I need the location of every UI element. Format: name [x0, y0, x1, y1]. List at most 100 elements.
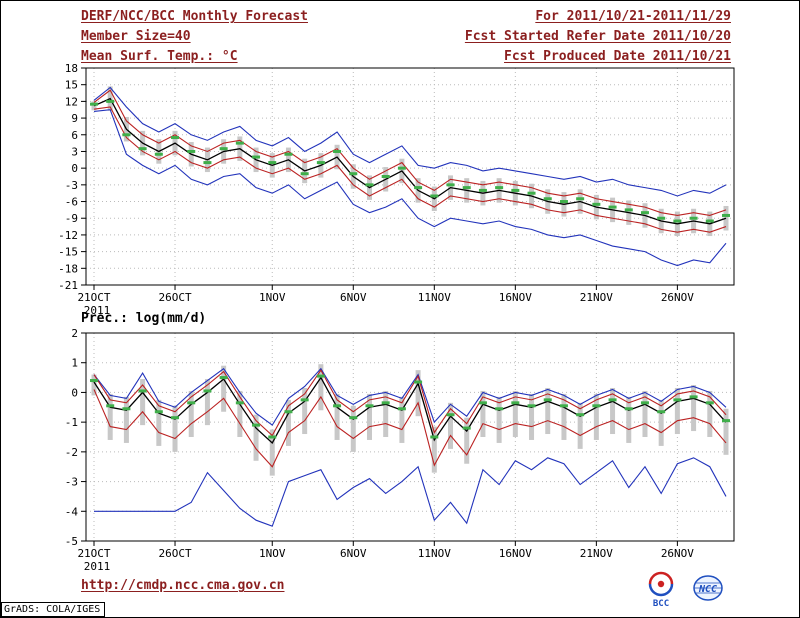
- daily-median-marks: [171, 136, 180, 140]
- x-year-label: 2011: [84, 560, 111, 573]
- daily-median-marks: [592, 404, 601, 408]
- spread-bar: [366, 393, 372, 440]
- x-tick-label: 26NOV: [661, 547, 694, 560]
- daily-median-marks: [559, 200, 568, 204]
- daily-median-marks: [689, 216, 698, 220]
- spread-bar: [285, 399, 291, 446]
- x-year-label: 2011: [84, 304, 111, 317]
- daily-median-marks: [608, 205, 617, 209]
- spread-bar: [642, 390, 648, 437]
- daily-median-marks: [268, 161, 277, 165]
- daily-median-marks: [219, 376, 228, 380]
- x-tick-label: 1NOV: [259, 547, 286, 560]
- daily-median-marks: [462, 426, 471, 430]
- spread-bar: [658, 399, 664, 446]
- spread-bar: [707, 390, 713, 437]
- y-tick-label: 3: [71, 145, 78, 158]
- spread-bar: [415, 370, 421, 417]
- daily-median-marks: [430, 194, 439, 198]
- daily-median-marks: [349, 416, 358, 420]
- daily-median-marks: [705, 401, 714, 405]
- bcc-logo-center: [657, 580, 665, 588]
- daily-median-marks: [154, 152, 163, 156]
- daily-median-marks: [90, 102, 98, 106]
- x-tick-label: 1NOV: [259, 291, 286, 304]
- daily-median-marks: [349, 172, 358, 176]
- spread-bar: [140, 379, 146, 426]
- spread-bar: [188, 390, 194, 437]
- spread-bar: [221, 365, 227, 412]
- ncc-logo: NCC: [693, 575, 723, 601]
- daily-median-marks: [203, 389, 212, 393]
- spread-bar: [545, 387, 551, 435]
- daily-median-marks: [333, 149, 342, 153]
- bcc-logo-label: BCC: [653, 599, 669, 609]
- member-size-label: Member Size=40: [81, 29, 191, 44]
- y-tick-label: 15: [65, 79, 78, 92]
- daily-median-marks: [592, 202, 601, 206]
- spread-bar: [431, 426, 437, 473]
- spread-bar: [723, 408, 729, 455]
- daily-median-marks: [640, 401, 649, 405]
- daily-median-marks: [462, 186, 471, 190]
- daily-median-marks: [252, 423, 261, 427]
- y-tick-label: -21: [58, 279, 78, 292]
- daily-median-marks: [187, 149, 196, 153]
- daily-median-marks: [673, 398, 682, 402]
- spread-bar: [156, 399, 162, 446]
- daily-median-marks: [624, 407, 633, 411]
- ensemble-mean: [93, 97, 727, 225]
- x-tick-label: 6NOV: [340, 547, 367, 560]
- daily-median-marks: [235, 141, 244, 145]
- daily-median-marks: [673, 219, 682, 223]
- spread-bar: [269, 429, 275, 476]
- temp-axis-title: Mean Surf. Temp.: °C: [81, 49, 238, 64]
- daily-median-marks: [252, 155, 261, 159]
- daily-median-marks: [689, 395, 698, 399]
- x-tick-label: 16NOV: [499, 547, 532, 560]
- upper-band: [93, 89, 727, 217]
- upper-envelope: [93, 86, 727, 197]
- spread-bar: [464, 417, 470, 464]
- y-tick-label: -2: [65, 446, 78, 459]
- upper-band: [93, 369, 727, 437]
- ensemble-mean: [93, 376, 727, 444]
- lower-envelope: [94, 457, 727, 527]
- spread-bar: [302, 387, 308, 435]
- lower-band: [93, 389, 727, 468]
- x-tick-label: 11NOV: [418, 547, 451, 560]
- y-tick-label: -9: [65, 212, 78, 225]
- daily-median-marks: [187, 401, 196, 405]
- spread-bar: [334, 393, 340, 440]
- x-tick-label: 21OCT: [77, 547, 110, 560]
- daily-median-marks: [527, 191, 536, 195]
- spread-bar: [107, 393, 113, 440]
- spread-bar: [172, 405, 178, 452]
- spread-bar: [91, 374, 97, 396]
- header-title: DERF/NCC/BCC Monthly Forecast: [81, 9, 308, 24]
- daily-median-marks: [495, 407, 504, 411]
- daily-median-marks: [122, 133, 131, 137]
- spread-bar: [529, 393, 535, 440]
- daily-median-marks: [511, 188, 520, 192]
- grads-credit: GrADS: COLA/IGES: [1, 602, 106, 617]
- daily-median-marks: [316, 374, 325, 378]
- y-tick-label: -12: [58, 229, 78, 242]
- x-tick-label: 26NOV: [661, 291, 694, 304]
- daily-median-marks: [300, 398, 309, 402]
- daily-median-marks: [430, 435, 439, 439]
- x-tick-label: 26OCT: [158, 547, 191, 560]
- x-tick-label: 16NOV: [499, 291, 532, 304]
- y-tick-label: 6: [71, 129, 78, 142]
- y-tick-label: -4: [65, 505, 79, 518]
- spread-bar: [448, 402, 454, 449]
- spread-bar: [691, 385, 697, 432]
- daily-median-marks: [414, 380, 423, 384]
- spread-bar: [237, 390, 243, 437]
- y-tick-label: 9: [71, 112, 78, 125]
- daily-median-marks: [316, 161, 325, 165]
- daily-median-marks: [657, 216, 666, 220]
- daily-median-marks: [657, 410, 666, 414]
